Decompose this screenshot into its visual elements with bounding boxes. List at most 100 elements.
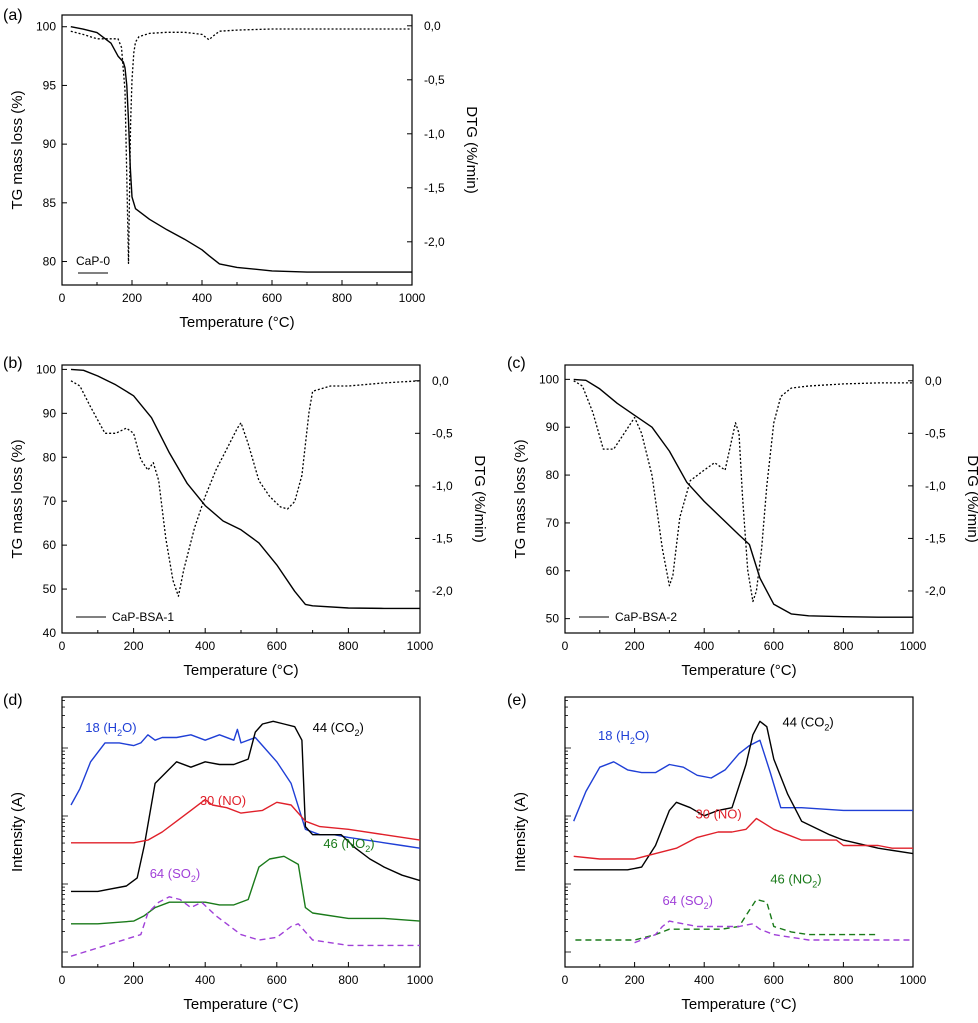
x-tick-label: 200: [625, 639, 645, 653]
y-tick-label: 60: [43, 538, 57, 552]
x-tick-label: 0: [59, 639, 66, 653]
y-tick-label: 80: [546, 468, 560, 482]
y-tick-label: 100: [539, 372, 559, 386]
x-tick-label: 800: [332, 291, 352, 305]
channel-annotation: 46 (NO2): [770, 871, 821, 889]
y2-tick-label: -1,5: [925, 531, 946, 545]
y-axis-label: Intensity (A): [9, 792, 26, 872]
y2-tick-label: 0,0: [925, 374, 942, 388]
series-dtg: [70, 380, 421, 597]
series-18-h2o: [573, 739, 913, 822]
y2-tick-label: -0,5: [925, 426, 946, 440]
y2-tick-label: 0,0: [432, 374, 449, 388]
legend-label: CaP-0: [76, 254, 110, 268]
y-tick-label: 100: [36, 362, 56, 376]
x-tick-label: 1000: [900, 973, 927, 987]
y-tick-label: 40: [43, 626, 57, 640]
x-tick-label: 0: [59, 291, 66, 305]
x-tick-label: 800: [338, 639, 358, 653]
series-64-so2: [634, 920, 913, 944]
y2-tick-label: -1,0: [925, 479, 946, 493]
x-tick-label: 200: [122, 291, 142, 305]
y-axis-label: TG mass loss (%): [9, 90, 26, 209]
x-tick-label: 200: [124, 973, 144, 987]
channel-annotation: 18 (H2O): [598, 728, 649, 746]
channel-annotation: 44 (CO2): [313, 720, 364, 738]
x-tick-label: 400: [192, 291, 212, 305]
channel-annotation: 44 (CO2): [783, 715, 834, 733]
x-tick-label: 800: [833, 639, 853, 653]
x-tick-label: 400: [195, 973, 215, 987]
series-64-so2: [70, 896, 420, 957]
y-tick-label: 90: [546, 420, 560, 434]
series-44-co2: [71, 720, 421, 893]
y2-tick-label: -1,0: [432, 479, 453, 493]
y-axis-label: Intensity (A): [512, 792, 529, 872]
y2-axis-label: DTG (%/min): [471, 455, 488, 543]
y-tick-label: 60: [546, 564, 560, 578]
plot-frame: [61, 14, 413, 286]
series-30-no: [573, 817, 913, 860]
plot-frame: [564, 364, 914, 634]
panel-label: (e): [507, 692, 527, 709]
x-axis-label: Temperature (°C): [179, 314, 294, 331]
y2-tick-label: -2,0: [424, 235, 445, 249]
y-tick-label: 85: [43, 196, 57, 210]
channel-annotation: 18 (H2O): [85, 720, 136, 738]
x-axis-label: Temperature (°C): [183, 996, 298, 1013]
y-tick-label: 95: [43, 78, 57, 92]
series-44-co2: [573, 720, 914, 871]
y-tick-label: 70: [43, 494, 57, 508]
series-tg: [573, 378, 913, 618]
x-tick-label: 200: [124, 639, 144, 653]
x-tick-label: 400: [195, 639, 215, 653]
x-tick-label: 800: [338, 973, 358, 987]
x-tick-label: 1000: [407, 973, 434, 987]
x-tick-label: 1000: [900, 639, 927, 653]
x-tick-label: 600: [764, 639, 784, 653]
chart-a: (a) 0 200 400 600 800 1000 Temperature (°C) 80 85…: [3, 7, 480, 331]
x-axis-label: Temperature (°C): [681, 996, 796, 1013]
y-tick-label: 100: [36, 20, 56, 34]
y2-tick-label: 0,0: [424, 19, 441, 33]
y-tick-label: 80: [43, 450, 57, 464]
series-tg: [70, 368, 420, 610]
y-tick-label: 90: [43, 406, 57, 420]
x-axis-label: Temperature (°C): [681, 662, 796, 679]
series-dtg: [70, 28, 412, 265]
x-tick-label: 0: [59, 973, 66, 987]
y2-tick-label: -2,0: [925, 584, 946, 598]
y-axis-label: TG mass loss (%): [9, 439, 26, 558]
plot-frame: [61, 364, 421, 634]
y-tick-label: 50: [546, 612, 560, 626]
x-tick-label: 800: [833, 973, 853, 987]
y2-tick-label: -0,5: [432, 426, 453, 440]
y2-tick-label: -1,0: [424, 127, 445, 141]
channel-annotation: 64 (SO2): [150, 866, 201, 884]
y2-tick-label: -0,5: [424, 73, 445, 87]
y2-tick-label: -1,5: [432, 531, 453, 545]
series-46-no2: [71, 855, 421, 925]
x-tick-label: 600: [262, 291, 282, 305]
legend-label: CaP-BSA-1: [112, 610, 174, 624]
x-tick-label: 0: [562, 973, 569, 987]
x-tick-label: 1000: [407, 639, 434, 653]
chart-e: (e) 0 200 400 600 800 1000 Temperature (°C) Inte…: [507, 692, 927, 1013]
panel-label: (b): [3, 355, 23, 372]
chart-d: (d) 0 200 400 600 800 1000 Temperature (°C) Inte…: [3, 692, 434, 1013]
y-tick-label: 50: [43, 582, 57, 596]
panel-label: (a): [3, 7, 23, 24]
series-30-no: [71, 798, 421, 844]
x-tick-label: 200: [625, 973, 645, 987]
y-tick-label: 80: [43, 255, 57, 269]
series-18-h2o: [70, 728, 421, 849]
y2-tick-label: -2,0: [432, 584, 453, 598]
y2-axis-label: DTG (%/min): [463, 106, 480, 194]
x-axis-label: Temperature (°C): [183, 662, 298, 679]
panel-label: (c): [507, 355, 526, 372]
x-tick-label: 600: [764, 973, 784, 987]
y2-axis-label: DTG (%/min): [964, 455, 978, 543]
x-tick-label: 1000: [399, 291, 426, 305]
channel-annotation: 46 (NO2): [323, 836, 374, 854]
